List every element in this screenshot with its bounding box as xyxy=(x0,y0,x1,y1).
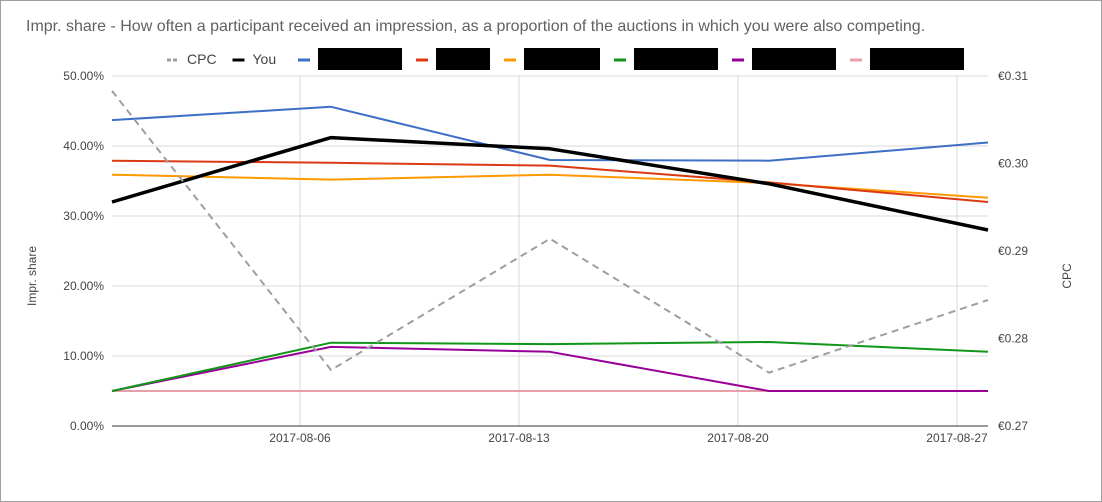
legend-redacted-label xyxy=(318,48,402,70)
right-axis-label: CPC xyxy=(1060,263,1074,289)
series-lines xyxy=(111,90,989,392)
left-tick-label: 50.00% xyxy=(63,69,104,83)
series-line-competitor-5 xyxy=(111,341,989,392)
legend-redacted-label xyxy=(524,48,600,70)
left-tick-label: 30.00% xyxy=(63,209,104,223)
legend-item[interactable] xyxy=(614,48,718,70)
grid-lines xyxy=(112,75,988,426)
series-line-competitor-4 xyxy=(111,173,989,199)
legend-redacted-label xyxy=(752,48,836,70)
left-axis-ticks: 0.00% 10.00% 20.00% 30.00% 40.00% 50.00% xyxy=(63,69,104,433)
legend-item[interactable] xyxy=(732,48,836,70)
series-line-you xyxy=(111,135,989,232)
legend-label: CPC xyxy=(187,51,217,67)
right-tick-label: €0.30 xyxy=(998,157,1028,171)
x-tick-label: 2017-08-20 xyxy=(707,431,769,445)
left-tick-label: 20.00% xyxy=(63,279,104,293)
series-line-competitor-6 xyxy=(111,345,988,392)
legend-redacted-label xyxy=(436,48,490,70)
series-line-competitor-2 xyxy=(111,105,989,162)
x-axis-ticks: 2017-08-06 2017-08-13 2017-08-20 2017-08-27 xyxy=(269,431,988,445)
left-axis-label: Impr. share xyxy=(25,246,39,306)
left-tick-label: 0.00% xyxy=(70,419,104,433)
legend-item[interactable] xyxy=(298,48,402,70)
right-tick-label: €0.28 xyxy=(998,332,1028,346)
left-tick-label: 10.00% xyxy=(63,349,104,363)
legend[interactable]: CPC You xyxy=(167,48,964,70)
legend-item[interactable]: You xyxy=(232,51,277,67)
right-tick-label: €0.27 xyxy=(998,419,1028,433)
legend-item[interactable] xyxy=(416,48,490,70)
legend-item[interactable] xyxy=(850,48,964,70)
legend-redacted-label xyxy=(634,48,718,70)
x-tick-label: 2017-08-06 xyxy=(269,431,331,445)
chart-title: Impr. share - How often a participant re… xyxy=(26,18,926,35)
legend-label: You xyxy=(253,51,277,67)
legend-item[interactable]: CPC xyxy=(167,51,217,67)
x-tick-label: 2017-08-27 xyxy=(926,431,988,445)
left-tick-label: 40.00% xyxy=(63,139,104,153)
legend-item[interactable] xyxy=(504,48,600,70)
right-tick-label: €0.31 xyxy=(998,69,1028,83)
legend-redacted-label xyxy=(870,48,964,70)
series-line-cpc xyxy=(111,90,989,374)
x-tick-label: 2017-08-13 xyxy=(488,431,550,445)
series-line-competitor-3 xyxy=(111,159,989,203)
right-axis-ticks: €0.27 €0.28 €0.29 €0.30 €0.31 xyxy=(998,69,1028,433)
right-tick-label: €0.29 xyxy=(998,244,1028,258)
